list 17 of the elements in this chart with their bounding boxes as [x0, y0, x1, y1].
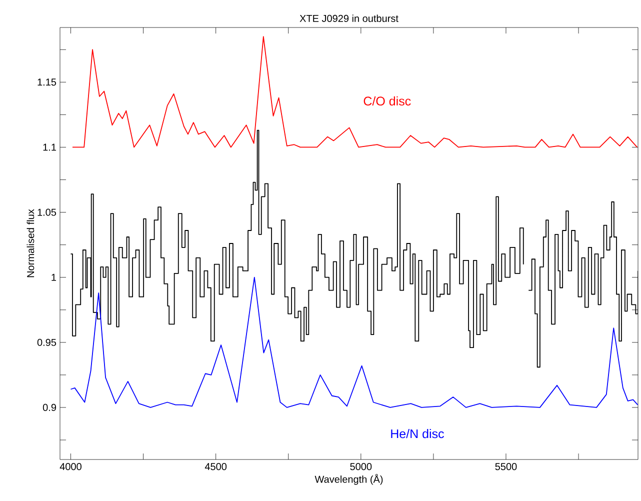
chart-title: XTE J0929 in outburst: [300, 14, 398, 22]
line-series: [70, 276, 638, 408]
x-tick-label: 4000: [60, 463, 82, 470]
y-tick-label: 0.95: [37, 338, 56, 346]
x-tick-label: 5500: [495, 463, 517, 470]
y-tick-label: 1: [52, 274, 56, 281]
line-series: [72, 36, 638, 148]
x-tick-label: 4500: [204, 463, 227, 470]
y-axis-title: Normalised flux: [26, 209, 34, 278]
y-tick-label: 0.9: [42, 404, 56, 411]
x-axis-title: Wavelength (Å): [314, 474, 383, 485]
y-tick-label: 1.15: [38, 78, 56, 86]
x-tick-label: 5000: [350, 463, 372, 470]
text: C/O disc: [364, 96, 411, 106]
series-label: He/N disc: [391, 428, 444, 438]
y-tick-label: 1.1: [43, 144, 56, 151]
y-tick-label: 1.05: [38, 208, 56, 216]
